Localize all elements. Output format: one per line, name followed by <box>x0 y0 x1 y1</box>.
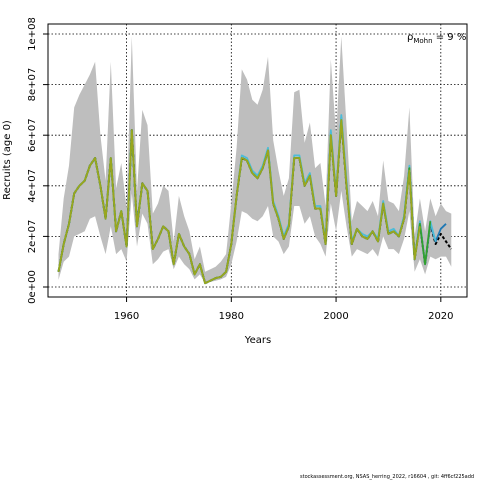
x-tick-label-1: 1980 <box>219 311 244 322</box>
y-axis: 0e+00 2e+07 4e+07 6e+07 8e+07 1e+08 <box>27 17 48 304</box>
rho-subscript: Mohn <box>413 37 432 45</box>
series-lines <box>57 114 453 285</box>
confidence-band <box>58 36 452 284</box>
x-tick-label-3: 2020 <box>428 311 453 322</box>
confidence-band-area <box>58 36 452 284</box>
x-axis-label: Years <box>244 335 271 346</box>
y-tick-label-1: 2e+07 <box>27 220 38 254</box>
y-tick-label-3: 6e+07 <box>27 118 38 152</box>
x-axis: 1960 1980 2000 2020 <box>114 297 454 322</box>
y-tick-label-2: 4e+07 <box>27 169 38 203</box>
y-tick-label-4: 8e+07 <box>27 68 38 102</box>
plot-frame <box>47 23 468 298</box>
footer-credit: stockassessment.org, NSAS_herring_2022, … <box>300 474 475 480</box>
mohn-rho-annotation: ρMohn = 9 % <box>407 32 466 45</box>
series-line-4 <box>57 119 421 285</box>
rho-value: = 9 % <box>433 32 467 43</box>
x-tick-label-2: 2000 <box>323 311 348 322</box>
y-axis-label: Recruits (age 0) <box>2 120 13 200</box>
y-tick-label-0: 0e+00 <box>27 270 38 304</box>
x-tick-label-0: 1960 <box>114 311 139 322</box>
rho-symbol: ρ <box>407 32 413 43</box>
y-tick-label-5: 1e+08 <box>27 17 38 51</box>
